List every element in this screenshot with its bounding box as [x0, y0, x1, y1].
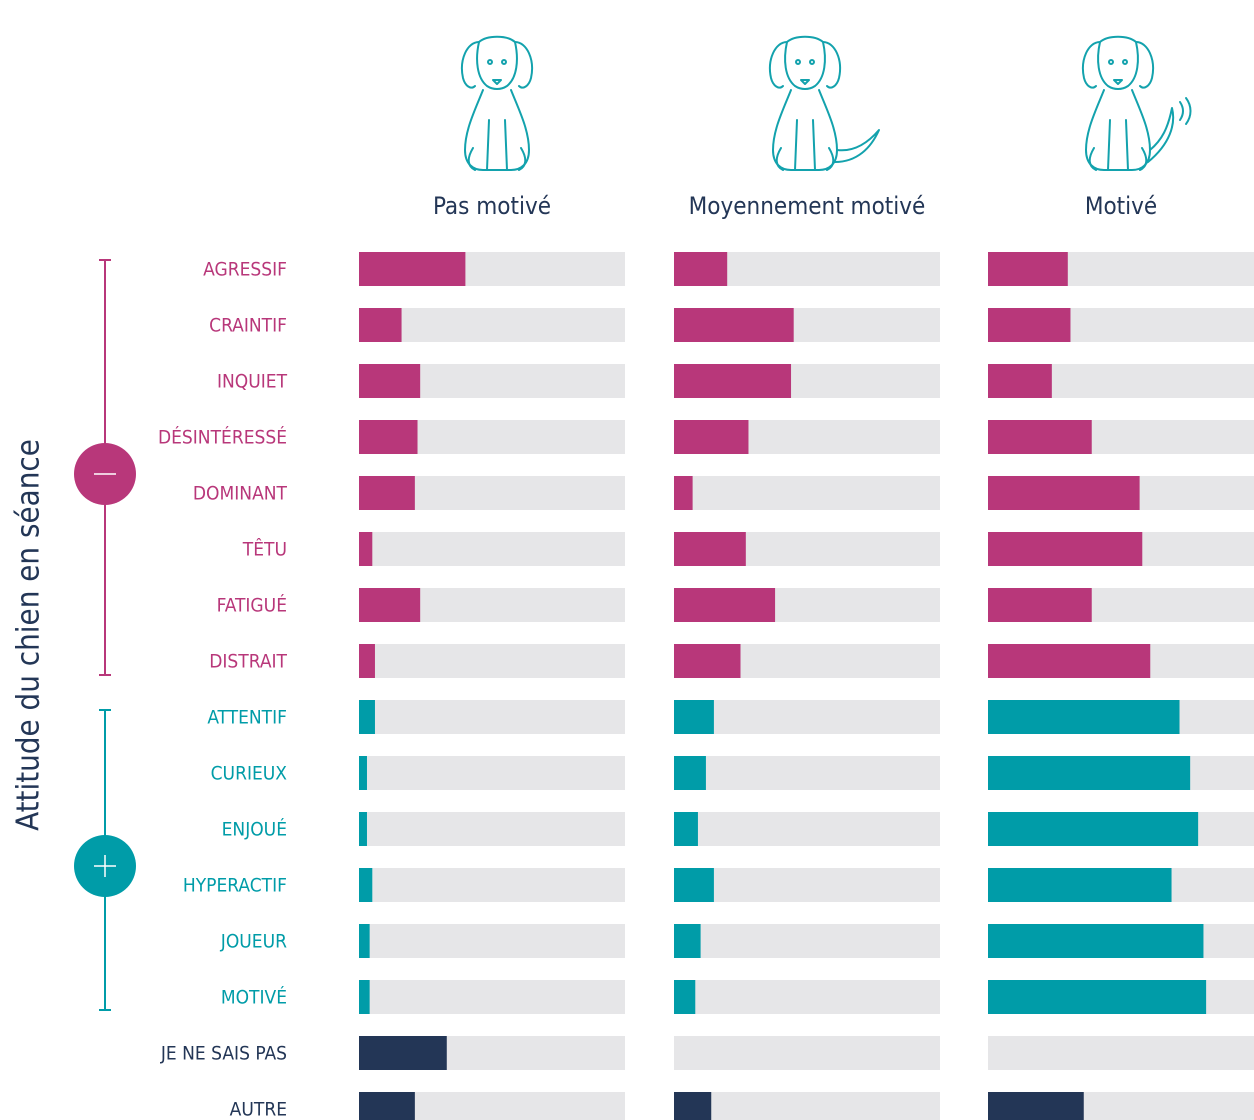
bar	[674, 588, 775, 622]
bar-track	[988, 1036, 1254, 1070]
bar	[988, 476, 1140, 510]
bar	[359, 1036, 447, 1070]
category-label: TÊTU	[242, 538, 287, 561]
bar	[674, 700, 714, 734]
bar	[359, 980, 370, 1014]
category-label: JOUEUR	[220, 931, 287, 953]
category-label: HYPERACTIF	[183, 875, 287, 897]
dog-icon	[462, 37, 532, 170]
bar	[674, 644, 741, 678]
bar	[359, 924, 370, 958]
bar	[988, 308, 1070, 342]
category-label: AUTRE	[230, 1099, 287, 1120]
bar	[674, 364, 791, 398]
bar	[988, 700, 1180, 734]
bar	[674, 252, 727, 286]
bar	[674, 476, 693, 510]
bar-track	[674, 980, 940, 1014]
bar-track	[674, 1092, 940, 1120]
chart: Attitude du chien en séance AGRESSIF CRAI…	[0, 0, 1254, 1120]
bar	[674, 924, 701, 958]
bar	[674, 308, 794, 342]
category-label: MOTIVÉ	[221, 986, 287, 1009]
bar	[359, 420, 418, 454]
bar	[674, 812, 698, 846]
category-label: ATTENTIF	[207, 707, 287, 729]
bar-track	[359, 868, 625, 902]
bar	[359, 588, 420, 622]
bar	[988, 644, 1150, 678]
bar-track	[674, 812, 940, 846]
bar-track	[674, 924, 940, 958]
bar	[359, 476, 415, 510]
bar	[988, 420, 1092, 454]
bar	[359, 252, 465, 286]
bar	[674, 756, 706, 790]
bar-track	[674, 756, 940, 790]
bar-track	[359, 980, 625, 1014]
bar	[988, 532, 1142, 566]
bar	[359, 756, 367, 790]
dog-icon	[1083, 37, 1191, 170]
bar	[359, 1092, 415, 1120]
bar-track	[359, 924, 625, 958]
category-label: CURIEUX	[211, 763, 288, 785]
category-label: FATIGUÉ	[217, 594, 287, 617]
bar	[674, 532, 746, 566]
bar	[359, 308, 402, 342]
bar	[359, 644, 375, 678]
bar	[988, 812, 1198, 846]
panel-title: Pas motivé	[433, 192, 551, 220]
bar	[674, 420, 748, 454]
category-label: DISTRAIT	[209, 651, 287, 673]
bar-track	[359, 700, 625, 734]
bar	[674, 1092, 711, 1120]
bar	[359, 700, 375, 734]
category-label: JE NE SAIS PAS	[160, 1043, 287, 1065]
panel-title: Moyennement motivé	[689, 192, 926, 220]
bar	[359, 532, 372, 566]
axis-title: Attitude du chien en séance	[11, 439, 47, 831]
bar	[988, 924, 1203, 958]
plus-bracket	[74, 710, 136, 1010]
bar	[988, 1092, 1084, 1120]
category-label: DÉSINTÉRESSÉ	[158, 426, 287, 449]
bar	[988, 252, 1068, 286]
bar	[988, 756, 1190, 790]
minus-bracket	[74, 260, 136, 675]
bar	[988, 364, 1052, 398]
bar-track	[359, 812, 625, 846]
category-label: INQUIET	[217, 371, 288, 393]
bar	[988, 588, 1092, 622]
bar	[988, 868, 1172, 902]
bar	[674, 868, 714, 902]
bar	[359, 868, 372, 902]
bar-track	[359, 756, 625, 790]
dog-icon	[770, 37, 879, 170]
bar	[359, 364, 420, 398]
category-label: CRAINTIF	[209, 315, 287, 337]
bar-track	[359, 532, 625, 566]
bar-track	[359, 644, 625, 678]
category-label: AGRESSIF	[203, 259, 287, 281]
category-label: DOMINANT	[193, 483, 288, 505]
bar	[988, 980, 1206, 1014]
bar	[359, 812, 367, 846]
panel-title: Motivé	[1085, 192, 1157, 220]
category-label: ENJOUÉ	[222, 818, 287, 841]
bar-track	[674, 476, 940, 510]
bar-track	[674, 1036, 940, 1070]
bar	[674, 980, 695, 1014]
